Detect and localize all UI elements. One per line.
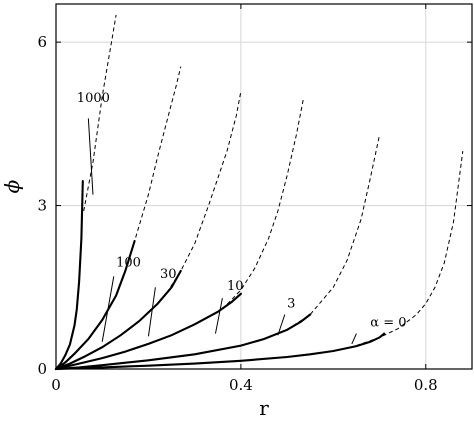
- series-5-dashed-line: [83, 14, 117, 212]
- series-0-solid-line: [54, 332, 386, 371]
- tick-layer: 0 0.4 0.8 0 3 6: [37, 4, 472, 394]
- series-5-solid-line: [54, 180, 84, 371]
- y-axis-label: ϕ: [0, 179, 24, 193]
- series-layer: [54, 14, 464, 371]
- series-2: [54, 99, 304, 371]
- y-tick-label-1: 3: [37, 197, 47, 215]
- y-tick-label-0: 0: [37, 360, 47, 378]
- annotation-pointer-3: [214, 298, 223, 334]
- series-4: [54, 66, 182, 371]
- series-5: [54, 14, 117, 371]
- series-3: [54, 91, 242, 371]
- annotation-label-5: α = 0: [370, 316, 406, 331]
- series-0: [54, 151, 464, 371]
- annotation-label-0: 1000: [77, 91, 110, 106]
- annotation-pointer-0: [87, 118, 94, 195]
- series-4-dashed-line: [124, 66, 182, 272]
- series-1-dashed-line: [286, 134, 381, 331]
- x-axis-label: r: [259, 396, 269, 420]
- annotation-label-2: 30: [160, 267, 177, 282]
- series-2-solid-line: [54, 292, 242, 371]
- annotation-label-3: 10: [227, 279, 244, 294]
- y-tick-label-2: 6: [37, 33, 47, 51]
- annotation-label-1: 100: [116, 256, 141, 271]
- series-4-solid-line: [54, 239, 136, 371]
- x-tick-label-1: 0.4: [229, 376, 253, 394]
- series-1: [54, 134, 381, 371]
- series-3-dashed-line: [166, 91, 242, 293]
- annotation-pointer-5: [351, 333, 357, 345]
- annotation-pointer-1: [101, 276, 115, 342]
- grid: [56, 4, 472, 369]
- annotation-pointer-4: [277, 314, 286, 336]
- x-tick-label-0: 0: [51, 376, 61, 394]
- annotation-label-4: 3: [287, 296, 295, 311]
- annotation-pointer-2: [147, 287, 156, 337]
- series-0-dashed-line: [356, 151, 464, 347]
- series-1-solid-line: [54, 313, 312, 371]
- plot-frame: [55, 3, 473, 370]
- x-tick-label-2: 0.8: [414, 376, 438, 394]
- annotation-layer: 1000 100 30 10 3 α = 0: [77, 91, 407, 345]
- series-2-dashed-line: [222, 99, 304, 310]
- series-3-solid-line: [54, 269, 182, 371]
